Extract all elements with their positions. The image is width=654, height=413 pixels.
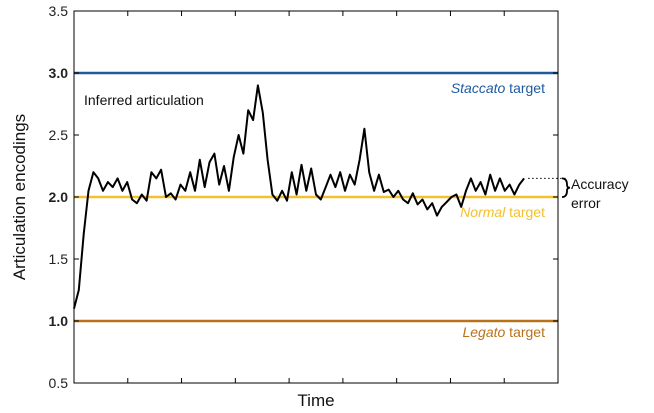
target-label-legato: Legato target: [462, 324, 545, 340]
y-axis-ticks: 0.5 1.0 1.5 2.0 2.5 3.0 3.5: [49, 3, 558, 391]
y-tick-label: 0.5: [49, 375, 69, 391]
y-tick-label: 1.5: [49, 251, 69, 267]
accuracy-label-line2: error: [571, 195, 601, 211]
x-axis-title: Time: [297, 391, 334, 410]
target-label-normal: Normal target: [460, 204, 545, 220]
y-axis-title: Articulation encodings: [10, 114, 29, 280]
y-tick-label: 3.5: [49, 3, 69, 19]
series-label: Inferred articulation: [84, 92, 204, 108]
target-lines: [74, 71, 558, 323]
y-tick-label: 1.0: [49, 313, 69, 329]
accuracy-error-brace: [561, 177, 571, 198]
y-tick-label: 3.0: [49, 65, 69, 81]
y-tick-label: 2.0: [49, 189, 69, 205]
target-labels: Staccato target Normal target Legato targe…: [451, 80, 545, 340]
inferred-articulation-line: [73, 84, 525, 309]
accuracy-label-line1: Accuracy: [571, 176, 629, 192]
target-label-staccato: Staccato target: [451, 80, 545, 96]
y-tick-label: 2.5: [49, 127, 69, 143]
x-axis-ticks: [127, 11, 505, 383]
